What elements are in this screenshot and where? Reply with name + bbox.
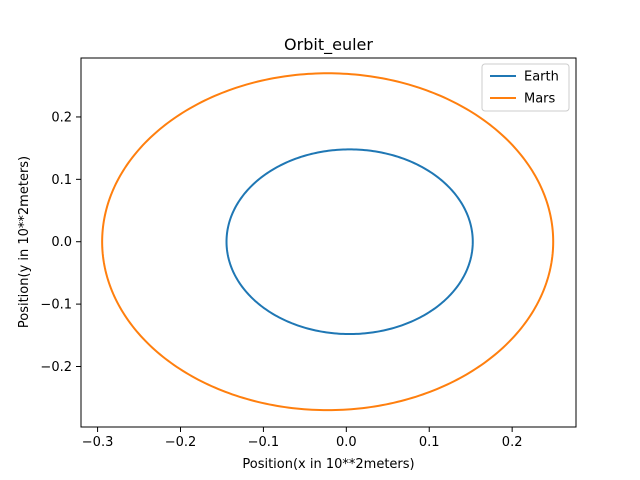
x-tick-label: 0.2: [502, 435, 523, 450]
plot-area: [101, 72, 555, 412]
y-tick-label: 0.1: [51, 173, 72, 188]
chart-title: Orbit_euler: [284, 35, 373, 55]
legend-label-earth: Earth: [524, 70, 559, 85]
plot-frame: [80, 57, 577, 428]
legend: Earth Mars: [481, 63, 570, 112]
y-tick-label: 0.2: [51, 110, 72, 125]
y-axis-label: Position(y in 10**2meters): [17, 156, 32, 328]
x-axis-label: Position(x in 10**2meters): [242, 457, 414, 472]
x-tick-label: −0.2: [165, 435, 197, 450]
axes: −0.3 −0.2 −0.1 0.0 0.1 0.2 −0.2 −0.1 0.0 0.1 0.2: [40, 57, 577, 450]
legend-label-mars: Mars: [524, 92, 556, 107]
x-tick-label: −0.3: [82, 435, 114, 450]
series-line-earth: [225, 148, 474, 336]
y-tick-label: −0.1: [40, 298, 72, 313]
x-tick-label: 0.1: [419, 435, 440, 450]
y-tick-label: −0.2: [40, 360, 72, 375]
y-tick-label: 0.0: [51, 235, 72, 250]
x-tick-label: 0.0: [336, 435, 357, 450]
series-line-mars: [101, 72, 555, 412]
x-tick-label: −0.1: [248, 435, 280, 450]
